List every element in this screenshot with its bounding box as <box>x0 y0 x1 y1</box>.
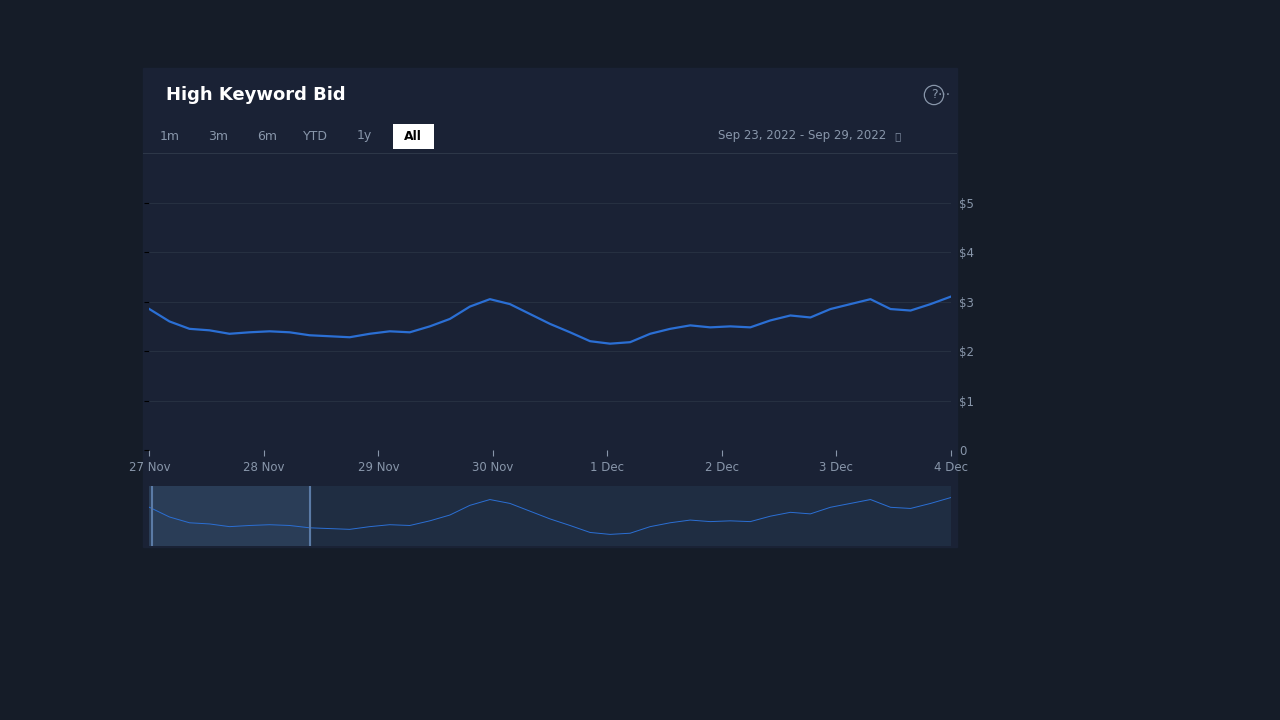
Text: ?: ? <box>931 89 937 102</box>
Text: 3m: 3m <box>209 130 229 143</box>
Text: 1y: 1y <box>357 130 372 143</box>
Text: High Keyword Bid: High Keyword Bid <box>166 86 346 104</box>
Text: ···: ··· <box>937 88 951 102</box>
Text: YTD: YTD <box>303 130 328 143</box>
Text: 1m: 1m <box>160 130 180 143</box>
Text: 6m: 6m <box>257 130 278 143</box>
Text: Sep 23, 2022 - Sep 29, 2022: Sep 23, 2022 - Sep 29, 2022 <box>718 130 887 143</box>
Bar <box>150 486 310 546</box>
Text: All: All <box>404 130 422 143</box>
Text: ⬜: ⬜ <box>890 131 901 141</box>
